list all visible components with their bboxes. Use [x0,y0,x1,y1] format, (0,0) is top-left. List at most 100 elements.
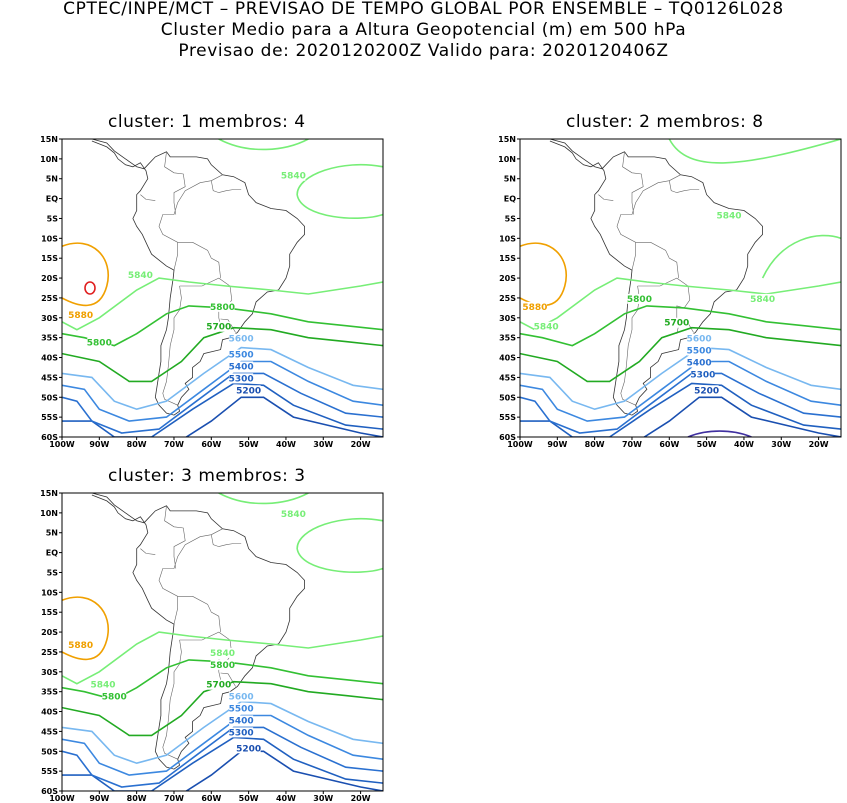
contour-5500 [520,360,841,422]
country-border [162,639,182,760]
lat-tick-label: 10S [499,234,516,243]
lat-tick-label: 10N [498,155,516,164]
lat-tick-label: 5N [46,175,58,184]
contour-label: 5840 [281,510,306,520]
lon-tick-label: 30W [313,794,333,803]
lat-tick-label: 25S [41,648,58,657]
country-border [622,151,644,215]
contour-5500 [62,360,383,422]
coastline [549,139,763,416]
contour-label: 5300 [229,728,254,738]
lat-tick-label: 35S [41,334,58,343]
contour-label: 5300 [690,370,715,380]
figure-subtitle: Cluster Medio para a Altura Geopotencial… [160,20,687,40]
country-border [140,548,156,555]
lat-tick-label: 45S [41,727,58,736]
lat-tick-label: 60S [41,433,58,442]
contour-label: 5400 [229,362,254,372]
country-border [179,277,233,334]
lon-tick-label: 80W [127,440,147,449]
lat-tick-label: 25S [499,294,516,303]
map-frame [61,138,384,438]
lat-tick-label: 5S [47,568,59,577]
lat-tick-label: 60S [499,433,516,442]
lon-tick-label: 50W [697,440,717,449]
contour-label: 5500 [229,351,254,361]
lon-tick-label: 100W [49,440,75,449]
contour-label: 5600 [229,335,254,345]
contour-label: 5880 [68,311,93,321]
lon-tick-label: 70W [164,440,184,449]
contour-label: 5880 [522,303,547,313]
country-border [177,595,221,633]
contour-5800 [520,305,841,347]
lat-tick-label: 20S [41,274,58,283]
contour-label: 5600 [229,693,254,703]
lon-tick-label: 70W [164,794,184,803]
contour-5500 [62,714,383,776]
figure-title: CPTEC/INPE/MCT – PREVISAO DE TEMPO GLOBA… [63,0,784,19]
country-border [177,242,221,279]
lon-tick-label: 100W [49,794,75,803]
contour-5880 [62,242,109,307]
country-border [211,180,242,193]
contour-5880 [62,596,109,661]
contour-5700 [62,326,383,383]
lat-tick-label: 30S [499,314,516,323]
contour-5840-north [218,139,383,219]
contour-5300 [520,382,841,437]
lon-tick-label: 80W [585,440,605,449]
contour-5880 [520,242,567,307]
lat-tick-label: 30S [41,314,58,323]
lat-tick-label: EQ [46,195,58,204]
lat-tick-label: 20S [499,274,516,283]
contour-label: 5840 [716,211,741,221]
country-border [598,194,614,201]
lon-tick-label: 60W [659,440,679,449]
contour-5400 [62,726,383,788]
contour-label: 5500 [229,705,254,715]
lat-tick-label: 15N [40,489,58,498]
country-border [158,174,223,271]
lon-tick-label: 50W [239,440,259,449]
map-panel-3: 15N 10N 5N EQ 5S 10S 15S 20S 25S 30S 35S 40S 45S 50S 5… [40,489,384,803]
lon-tick-label: 70W [622,440,642,449]
lat-tick-label: EQ [46,549,58,558]
lat-tick-label: 10S [41,234,58,243]
contour-label: 5300 [229,374,254,384]
lat-tick-label: 5S [47,214,59,223]
lat-tick-label: 50S [499,393,516,402]
country-border [620,285,640,406]
lat-tick-label: 20S [41,628,58,637]
lat-tick-label: 5N [46,529,58,538]
contour-label: 5200 [236,744,261,754]
lat-tick-label: 15N [40,135,58,144]
contour-5200 [184,750,383,791]
contour-label: 5840 [128,271,153,281]
lat-tick-label: 10S [41,588,58,597]
country-border [669,180,700,193]
contour-5700 [62,680,383,737]
contour-label: 5800 [627,295,652,305]
contour-label: 5700 [206,681,231,691]
contour-5700 [520,326,841,383]
lon-tick-label: 90W [89,440,109,449]
country-border [162,285,182,406]
lat-tick-label: EQ [504,195,516,204]
map-frame [61,492,384,792]
lon-tick-label: 90W [89,794,109,803]
contour-label: 5200 [694,386,719,396]
lat-tick-label: 55S [41,767,58,776]
contour-5840 [62,631,383,685]
lat-tick-label: 30S [41,668,58,677]
lon-tick-label: 30W [771,440,791,449]
lon-tick-label: 40W [734,440,754,449]
country-border [616,174,681,271]
country-border [164,505,186,569]
country-border [158,528,223,625]
lat-tick-label: 60S [41,787,58,796]
map-panel-2: 15N 10N 5N EQ 5S 10S 15S 20S 25S 30S 35S 40S 45S 50S 5… [498,135,842,449]
lat-tick-label: 35S [499,334,516,343]
contour-label: 5600 [687,335,712,345]
lat-tick-label: 40S [499,354,516,363]
